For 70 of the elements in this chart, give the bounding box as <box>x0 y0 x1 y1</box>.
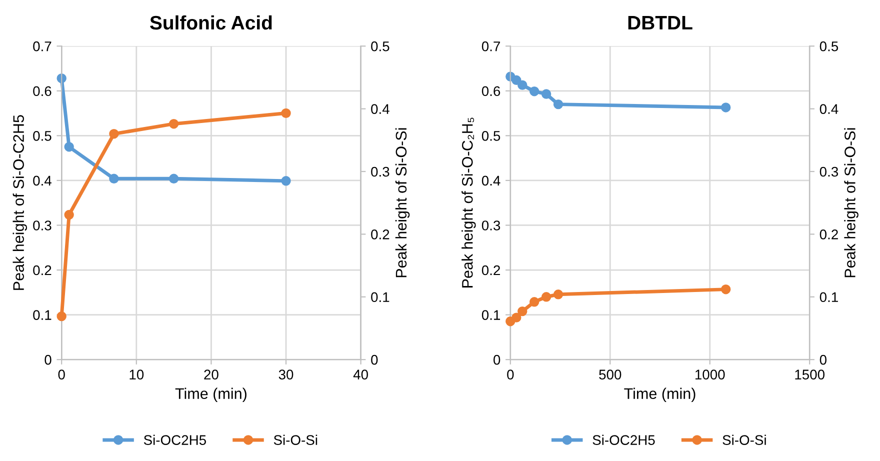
point <box>518 306 528 316</box>
y-tick-label: 0.7 <box>33 41 52 52</box>
y2-axis-title: Peak height of Si-O-Si <box>844 128 858 278</box>
x-axis-title: Time (min) <box>175 388 246 402</box>
x-tick-label: 40 <box>353 370 368 380</box>
y-tick-label: 0 <box>44 354 52 365</box>
y-tick-label: 0.2 <box>33 265 52 276</box>
point <box>168 174 179 184</box>
y2-tick-label: 0 <box>820 354 827 365</box>
legend-label: Si-O-Si <box>722 434 766 445</box>
y-tick-label: 0.2 <box>482 265 500 276</box>
y-axis-title: Peak height of Si-O-C2H5 <box>12 115 28 290</box>
chart-title: Sulfonic Acid <box>150 15 272 30</box>
point <box>512 75 522 85</box>
point <box>64 142 74 152</box>
y-tick-label: 0.6 <box>33 86 52 96</box>
y2-tick-label: 0 <box>371 354 378 365</box>
y-tick-label: 0.3 <box>33 220 52 230</box>
y-tick-label: 0 <box>493 354 500 365</box>
x-tick-label: 1000 <box>695 370 725 380</box>
point <box>529 86 540 96</box>
x-axis-title: Time (min) <box>624 388 696 402</box>
y-tick-label: 0.5 <box>482 131 500 141</box>
y2-tick-label: 0.3 <box>371 166 390 177</box>
point <box>553 99 564 110</box>
y2-tick-label: 0.1 <box>371 292 390 302</box>
point <box>281 176 291 186</box>
point <box>720 284 731 294</box>
x-tick-label: 0 <box>58 370 65 380</box>
chart-title: DBTDL <box>628 16 692 30</box>
y-tick-label: 0.1 <box>482 310 500 320</box>
y-tick-label: 0.4 <box>33 176 52 186</box>
y2-tick-label: 0.1 <box>820 292 838 302</box>
point <box>56 311 66 322</box>
x-tick-label: 1500 <box>795 370 825 380</box>
y-axis-title: Peak height of Si-O-C₂H₅ <box>462 118 476 288</box>
point <box>168 118 179 129</box>
legend-label: Si-O-Si <box>274 434 318 445</box>
y2-tick-label: 0.5 <box>820 41 838 52</box>
point <box>518 80 528 90</box>
y2-tick-label: 0.4 <box>371 104 390 114</box>
y-tick-label: 0.3 <box>482 220 500 230</box>
y2-tick-label: 0.4 <box>820 104 838 114</box>
point <box>541 292 552 302</box>
y2-tick-label: 0.2 <box>820 230 838 240</box>
point <box>64 210 74 220</box>
x-tick-label: 10 <box>130 370 144 380</box>
point <box>720 102 731 112</box>
y2-axis-title: Peak height of Si-O-Si <box>395 128 410 278</box>
legend-label: Si-OC2H5 <box>592 434 655 445</box>
y-tick-label: 0.7 <box>482 41 500 52</box>
x-tick-label: 20 <box>204 370 218 380</box>
y2-tick-label: 0.5 <box>371 41 390 52</box>
y-tick-label: 0.6 <box>482 86 500 96</box>
legend-label: Si-OC2H5 <box>144 434 206 445</box>
x-tick-label: 0 <box>507 370 514 380</box>
x-tick-label: 30 <box>278 370 294 380</box>
point <box>553 290 564 300</box>
point <box>281 108 291 118</box>
point <box>109 174 119 184</box>
x-tick-label: 500 <box>599 370 622 380</box>
y-tick-label: 0.5 <box>33 131 52 141</box>
point <box>109 129 119 139</box>
y2-tick-label: 0.3 <box>820 166 838 177</box>
point <box>512 312 522 322</box>
y-tick-label: 0.1 <box>33 310 52 320</box>
y-tick-label: 0.4 <box>482 176 500 186</box>
y2-tick-label: 0.2 <box>371 230 390 240</box>
point <box>541 89 552 99</box>
point <box>529 297 540 307</box>
